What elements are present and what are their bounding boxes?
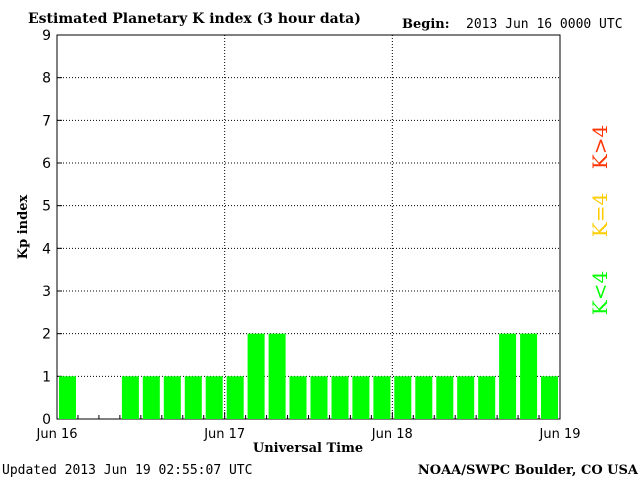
y-tick-label: 4: [42, 241, 51, 257]
y-tick-labels: 0 1 2 3 4 5 6 7 8 9: [42, 28, 51, 428]
bars-group: [59, 333, 558, 419]
kp-bar: [163, 376, 181, 419]
updated-timestamp: Updated 2013 Jun 19 02:55:07 UTC: [2, 463, 252, 478]
x-tick-label: Jun 17: [203, 427, 245, 442]
kp-bar: [59, 376, 76, 419]
y-tick-label: 9: [42, 28, 51, 44]
y-tick-label: 7: [42, 113, 51, 129]
y-tick-label: 3: [42, 284, 51, 300]
kp-bar: [520, 333, 538, 419]
x-tick-label: Jun 19: [539, 427, 581, 442]
y-tick-label: 8: [42, 71, 51, 87]
chart-title: Estimated Planetary K index (3 hour data…: [28, 11, 361, 27]
kp-bar: [184, 376, 202, 419]
legend-k-below-4: K<4: [588, 271, 612, 315]
kp-bar: [541, 376, 558, 419]
kp-bar: [331, 376, 349, 419]
x-tick-labels: Jun 16 Jun 17 Jun 18 Jun 19: [36, 427, 581, 442]
legend-k-equal-4: K=4: [588, 193, 612, 237]
kp-bar: [436, 376, 454, 419]
x-tick-label: Jun 18: [371, 427, 413, 442]
y-tick-label: 6: [42, 156, 51, 172]
kp-bar: [247, 333, 265, 419]
kp-bar: [205, 376, 223, 419]
x-tick-label: Jun 16: [36, 427, 78, 442]
kp-bar: [121, 376, 139, 419]
kp-bar: [478, 376, 496, 419]
legend-k-above-4: K>4: [588, 125, 612, 169]
kp-bar: [457, 376, 475, 419]
kp-bar: [310, 376, 328, 419]
kp-bar: [142, 376, 160, 419]
kp-bar: [394, 376, 412, 419]
source-credit: NOAA/SWPC Boulder, CO USA: [418, 463, 639, 478]
kp-bar: [352, 376, 370, 419]
y-axis-label: Kp index: [16, 195, 31, 260]
kp-bar: [373, 376, 391, 419]
y-tick-label: 1: [42, 369, 51, 385]
kp-bar: [499, 333, 517, 419]
begin-value: 2013 Jun 16 0000 UTC: [466, 17, 623, 32]
x-axis-label: Universal Time: [253, 441, 363, 456]
y-tick-label: 2: [42, 327, 51, 343]
kp-bar: [415, 376, 433, 419]
begin-label: Begin:: [402, 17, 450, 32]
y-tick-label: 5: [42, 199, 51, 215]
plot-area: [56, 34, 561, 420]
kp-bar: [226, 376, 244, 419]
kp-bar: [289, 376, 307, 419]
grid-lines: [57, 35, 560, 419]
kp-bar: [268, 333, 286, 419]
y-tick-label: 0: [42, 412, 51, 428]
